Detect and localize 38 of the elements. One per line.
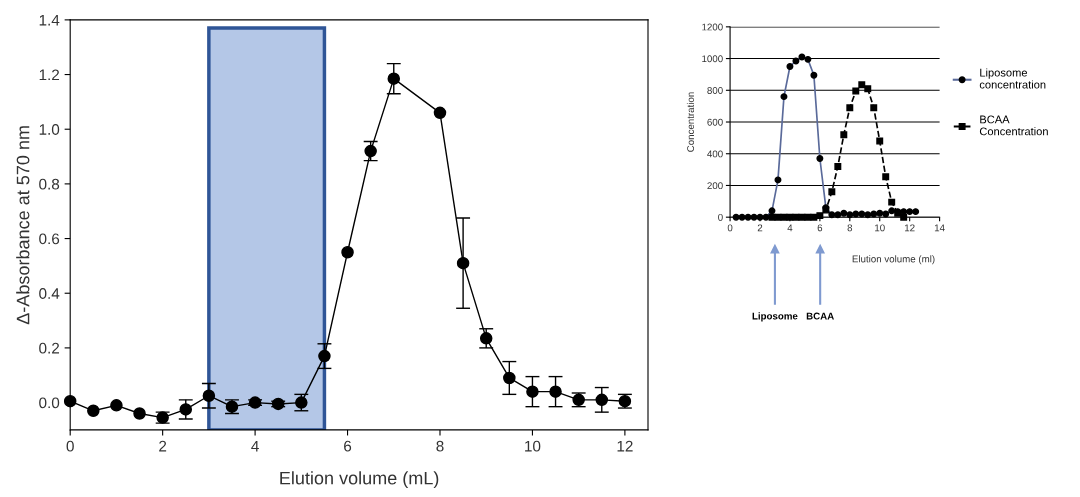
y-tick-label: 600 [707, 118, 723, 126]
y-tick-label: 1.2 [39, 69, 60, 81]
x-tick-label: 14 [934, 224, 945, 232]
text: BCAA [806, 312, 834, 320]
legend-label: Liposome concentration [979, 68, 1046, 89]
x-tick-label: 8 [436, 440, 444, 452]
y-tick-label: 200 [707, 182, 723, 190]
y-axis-title: Concentration [686, 92, 695, 152]
y-axis-title: Δ-Absorbance at 570 nm [16, 126, 30, 325]
y-tick-label: 1.0 [39, 124, 60, 135]
x-tick-label: 6 [344, 440, 352, 452]
x-tick-label: 8 [847, 224, 853, 232]
y-tick-label: 0.8 [39, 178, 60, 190]
x-tick-label: 4 [787, 224, 793, 232]
y-tick-label: 400 [707, 150, 723, 158]
y-tick-label: 0 [718, 213, 723, 221]
x-tick-label: 2 [159, 440, 167, 452]
y-tick-label: 1200 [702, 23, 723, 31]
x-tick-label: 12 [905, 224, 915, 232]
x-tick-label: 12 [617, 440, 633, 452]
x-tick-label: 0 [727, 224, 733, 232]
legend-label: BCAA Concentration [979, 115, 1048, 136]
y-tick-label: 0.6 [39, 233, 60, 245]
x-tick-label: 10 [875, 224, 885, 232]
x-tick-label: 6 [817, 224, 823, 232]
y-tick-label: 0.2 [39, 342, 60, 354]
x-tick-label: 0 [66, 440, 74, 452]
x-tick-label: 10 [525, 440, 541, 452]
x-tick-label: 4 [251, 440, 259, 452]
x-axis-title: Elution volume (mL) [280, 471, 439, 489]
y-tick-label: 1.4 [39, 14, 60, 26]
y-tick-label: 0.4 [39, 288, 60, 299]
y-tick-label: 1000 [702, 55, 723, 63]
text: Liposome [752, 312, 798, 322]
x-tick-label: 2 [757, 224, 763, 232]
x-axis-title: Elution volume (ml) [852, 255, 935, 265]
y-tick-label: 800 [707, 87, 723, 94]
y-tick-label: 0.0 [39, 397, 60, 409]
